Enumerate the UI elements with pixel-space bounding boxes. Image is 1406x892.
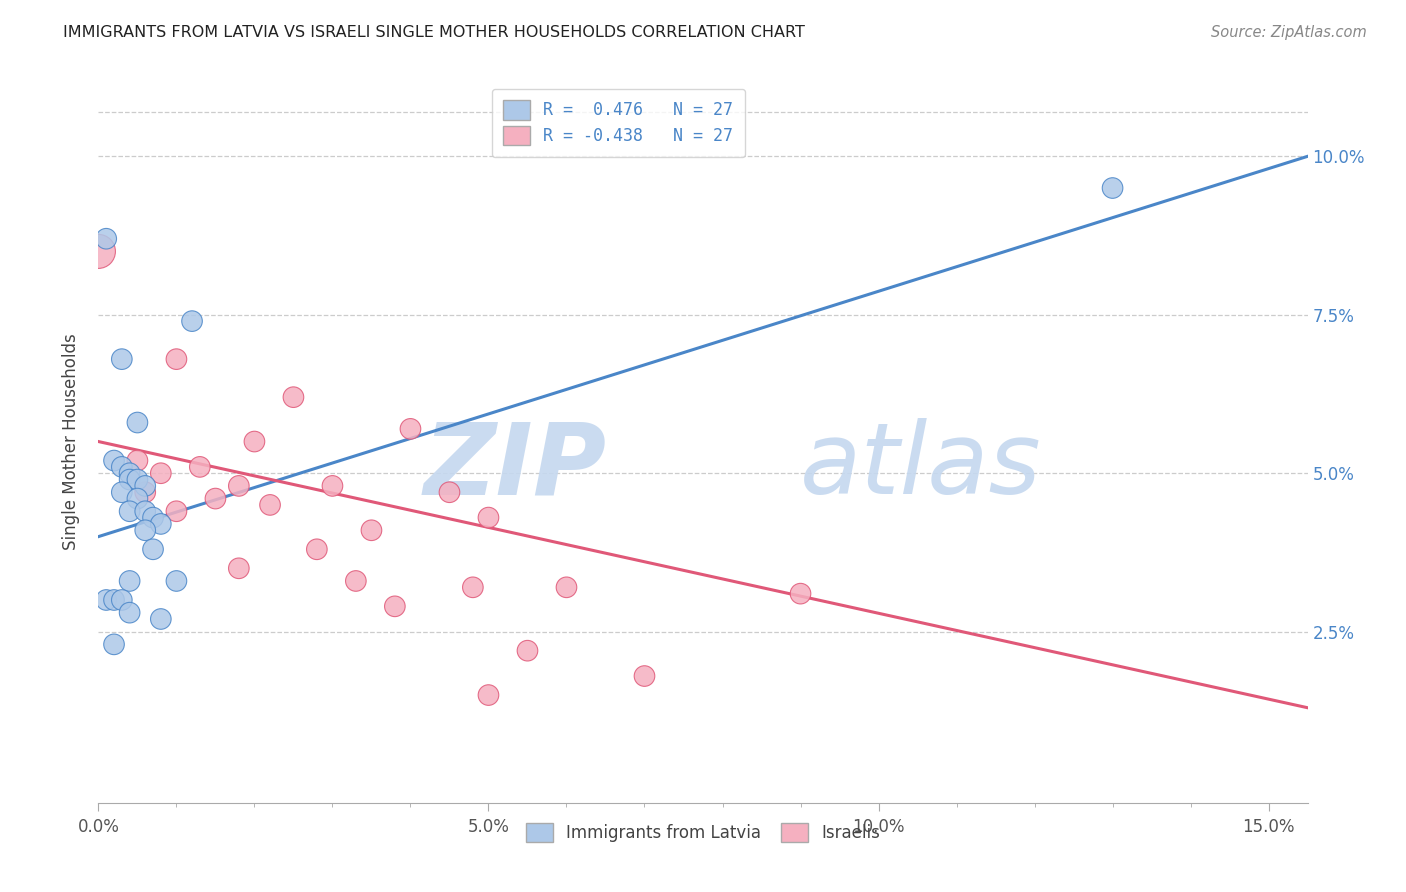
Point	[633, 669, 655, 683]
Point	[103, 593, 125, 607]
Point	[127, 473, 149, 487]
Point	[259, 498, 281, 512]
Point	[134, 523, 156, 537]
Point	[555, 580, 578, 594]
Point	[399, 422, 422, 436]
Point	[228, 561, 250, 575]
Point	[188, 459, 211, 474]
Point	[96, 232, 118, 246]
Point	[477, 510, 499, 524]
Point	[789, 587, 811, 601]
Point	[165, 352, 187, 367]
Point	[149, 467, 172, 481]
Point	[103, 637, 125, 651]
Y-axis label: Single Mother Households: Single Mother Households	[62, 334, 80, 549]
Point	[165, 574, 187, 588]
Point	[243, 434, 266, 449]
Point	[181, 314, 204, 328]
Point	[149, 516, 172, 531]
Text: Source: ZipAtlas.com: Source: ZipAtlas.com	[1211, 25, 1367, 40]
Point	[134, 485, 156, 500]
Point	[344, 574, 367, 588]
Point	[127, 416, 149, 430]
Point	[1101, 181, 1123, 195]
Point	[111, 352, 134, 367]
Point	[134, 504, 156, 518]
Point	[96, 593, 118, 607]
Point	[127, 491, 149, 506]
Point	[118, 504, 141, 518]
Point	[439, 485, 461, 500]
Point	[461, 580, 484, 594]
Point	[111, 459, 134, 474]
Point	[118, 606, 141, 620]
Point	[142, 510, 165, 524]
Point	[87, 244, 110, 259]
Point	[118, 574, 141, 588]
Point	[149, 612, 172, 626]
Point	[103, 453, 125, 467]
Point	[118, 467, 141, 481]
Text: atlas: atlas	[800, 418, 1042, 516]
Point	[165, 504, 187, 518]
Point	[111, 485, 134, 500]
Point	[118, 473, 141, 487]
Point	[142, 542, 165, 557]
Point	[228, 479, 250, 493]
Text: ZIP: ZIP	[423, 418, 606, 516]
Point	[516, 643, 538, 657]
Point	[305, 542, 328, 557]
Point	[111, 593, 134, 607]
Point	[321, 479, 343, 493]
Point	[127, 453, 149, 467]
Point	[283, 390, 305, 404]
Point	[360, 523, 382, 537]
Point	[384, 599, 406, 614]
Point	[134, 479, 156, 493]
Point	[477, 688, 499, 702]
Text: IMMIGRANTS FROM LATVIA VS ISRAELI SINGLE MOTHER HOUSEHOLDS CORRELATION CHART: IMMIGRANTS FROM LATVIA VS ISRAELI SINGLE…	[63, 25, 806, 40]
Point	[204, 491, 226, 506]
Legend: Immigrants from Latvia, Israelis: Immigrants from Latvia, Israelis	[519, 816, 887, 848]
